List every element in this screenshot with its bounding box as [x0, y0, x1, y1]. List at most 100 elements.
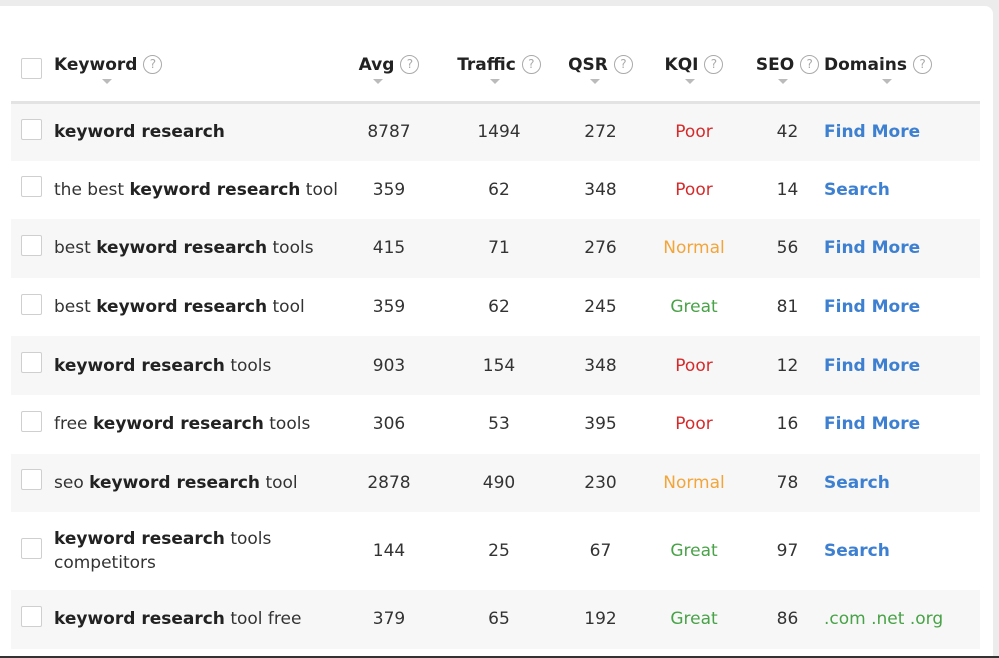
keyword-suffix: tool	[267, 297, 305, 318]
sort-caret-icon	[102, 79, 112, 85]
keyword-prefix: seo	[54, 472, 90, 493]
traffic-cell: 65	[488, 609, 510, 630]
col-header-avg[interactable]: Avg?	[344, 30, 434, 104]
row-select-cell	[11, 454, 54, 513]
keyword-highlight: keyword research	[96, 238, 268, 259]
col-header-label: Keyword	[54, 55, 138, 76]
row-checkbox[interactable]	[21, 537, 42, 559]
seo-cell: 42	[776, 122, 799, 143]
kqi-cell: Poor	[675, 179, 713, 200]
col-header-kqi[interactable]: KQI?	[637, 30, 751, 104]
table-row[interactable]: keyword research tools competitors 144 2…	[11, 512, 980, 590]
window-bottom-border	[0, 656, 999, 658]
row-select-cell	[11, 336, 54, 395]
seo-cell: 12	[776, 355, 799, 376]
row-checkbox[interactable]	[21, 293, 42, 315]
col-header-traffic[interactable]: Traffic?	[434, 30, 564, 104]
col-header-qsr[interactable]: QSR?	[564, 30, 637, 104]
find-more-link[interactable]: Find More	[824, 355, 921, 376]
table-row[interactable]: keyword research tool free 379 65 192 Gr…	[11, 590, 980, 649]
help-icon[interactable]: ?	[913, 55, 933, 75]
col-header-domains[interactable]: Domains?	[824, 30, 980, 104]
search-link[interactable]: Search	[824, 541, 890, 562]
avg-cell: 359	[372, 179, 406, 200]
seo-cell: 56	[776, 238, 799, 259]
col-header-label: KQI	[664, 55, 699, 76]
help-icon[interactable]: ?	[613, 55, 633, 75]
keyword-prefix: free	[54, 414, 93, 435]
help-icon[interactable]: ?	[704, 55, 724, 75]
col-header-label: Domains	[824, 55, 908, 76]
keyword-cell: free keyword research tools	[54, 395, 344, 454]
domains-cell: Search	[824, 454, 980, 513]
domain-extensions[interactable]: .com .net .org	[824, 609, 944, 630]
row-select-cell	[11, 102, 54, 161]
kqi-cell: Great	[670, 541, 718, 562]
table-row[interactable]: seo keyword research tool 2878 490 230 N…	[11, 453, 980, 513]
domains-cell: Find More	[824, 219, 980, 278]
row-checkbox[interactable]	[21, 234, 42, 256]
seo-cell: 14	[776, 179, 799, 200]
keyword-suffix: tool	[300, 179, 339, 200]
domains-cell: Find More	[824, 395, 980, 454]
traffic-cell: 490	[482, 472, 516, 493]
keyword-highlight: keyword research	[96, 297, 268, 318]
table-row[interactable]: best keyword research tool 359 62 245 Gr…	[11, 278, 980, 337]
avg-cell: 903	[372, 355, 406, 376]
avg-cell: 144	[372, 541, 406, 562]
keyword-highlight: keyword research	[54, 529, 225, 550]
keyword-highlight: keyword research	[129, 179, 301, 200]
qsr-cell: 395	[584, 414, 617, 435]
row-checkbox[interactable]	[21, 605, 42, 627]
find-more-link[interactable]: Find More	[824, 414, 921, 435]
find-more-link[interactable]: Find More	[824, 122, 921, 143]
keyword-cell: the best keyword research tool	[54, 161, 344, 220]
find-more-link[interactable]: Find More	[824, 238, 921, 259]
select-all-header	[11, 30, 54, 104]
traffic-cell: 25	[488, 541, 510, 562]
qsr-cell: 67	[589, 541, 612, 562]
keyword-cell: keyword research tools competitors	[54, 512, 344, 590]
help-icon[interactable]: ?	[400, 55, 420, 75]
avg-cell: 306	[372, 414, 406, 435]
row-checkbox[interactable]	[21, 118, 42, 140]
col-header-label: QSR	[568, 55, 608, 76]
search-link[interactable]: Search	[824, 472, 890, 493]
table-header-row: Keyword? Avg? Traffic? QSR? KQI? SEO?	[11, 30, 980, 104]
qsr-cell: 230	[584, 472, 617, 493]
search-link[interactable]: Search	[824, 179, 890, 200]
row-select-cell	[11, 219, 54, 278]
domains-cell: Search	[824, 512, 980, 590]
select-all-checkbox[interactable]	[21, 57, 42, 79]
keyword-prefix: best	[54, 297, 97, 318]
seo-cell: 78	[776, 472, 799, 493]
help-icon[interactable]: ?	[521, 55, 541, 75]
traffic-cell: 154	[482, 355, 516, 376]
kqi-cell: Normal	[663, 238, 725, 259]
traffic-cell: 1494	[477, 122, 521, 143]
row-checkbox[interactable]	[21, 352, 42, 374]
row-checkbox[interactable]	[21, 410, 42, 432]
avg-cell: 415	[372, 238, 406, 259]
row-checkbox[interactable]	[21, 469, 42, 491]
sort-caret-icon	[777, 79, 788, 85]
table-row[interactable]: the best keyword research tool 359 62 34…	[11, 161, 980, 220]
table-row[interactable]: free keyword research tools 306 53 395 P…	[11, 395, 980, 454]
table-row[interactable]: keyword research 8787 1494 272 Poor 42 F…	[11, 102, 980, 161]
table-row[interactable]: best keyword research tools 415 71 276 N…	[11, 219, 980, 278]
domains-cell: Find More	[824, 102, 980, 161]
find-more-link[interactable]: Find More	[824, 297, 921, 318]
row-checkbox[interactable]	[21, 176, 42, 198]
qsr-cell: 192	[584, 609, 617, 630]
keyword-prefix: best	[54, 238, 97, 259]
kqi-cell: Poor	[675, 414, 713, 435]
help-icon[interactable]: ?	[800, 55, 820, 75]
col-header-keyword[interactable]: Keyword?	[54, 30, 344, 104]
sort-caret-icon	[372, 79, 383, 85]
help-icon[interactable]: ?	[143, 55, 163, 75]
col-header-seo[interactable]: SEO?	[751, 30, 824, 104]
keyword-highlight: keyword research	[54, 355, 225, 376]
col-header-label: Avg	[358, 55, 395, 76]
sort-caret-icon	[590, 79, 601, 85]
table-row[interactable]: keyword research tools 903 154 348 Poor …	[11, 336, 980, 395]
